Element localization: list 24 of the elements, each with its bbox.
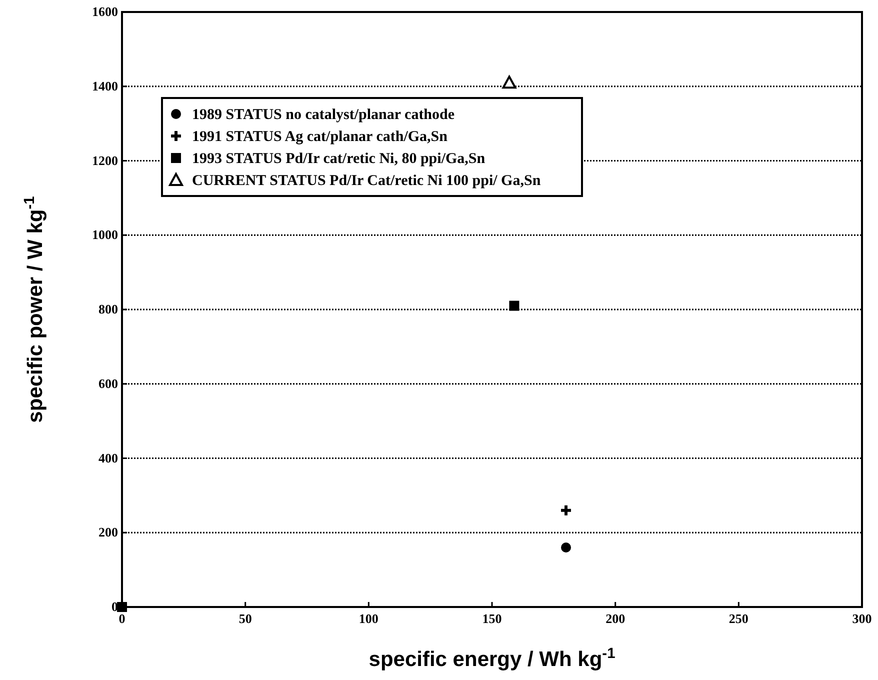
legend-label: 1993 STATUS Pd/Ir cat/retic Ni, 80 ppi/Ga,Sn bbox=[192, 151, 486, 167]
x-axis-title: specific energy / Wh kg$^{-1}$ bbox=[368, 646, 616, 671]
y-tick-label: 400 bbox=[98, 450, 118, 466]
legend-label: CURRENT STATUS Pd/Ir Cat/retic Ni 100 ppi/ Ga,Sn bbox=[192, 173, 542, 189]
x-tick-label: 150 bbox=[482, 611, 502, 626]
point bbox=[117, 602, 127, 612]
y-tick-label: 1400 bbox=[92, 78, 118, 94]
point bbox=[561, 542, 571, 552]
y-tick-label: 1600 bbox=[92, 4, 118, 19]
y-tick-label: 200 bbox=[98, 524, 118, 540]
x-tick-label: 100 bbox=[358, 611, 378, 626]
y-tick-label: 1000 bbox=[92, 227, 118, 242]
x-tick-label: 200 bbox=[606, 611, 626, 626]
y-tick-label: 800 bbox=[98, 302, 118, 316]
y-tick-label: 1200 bbox=[92, 152, 118, 168]
x-tick-label: 250 bbox=[728, 611, 748, 626]
point bbox=[509, 300, 520, 311]
y-tick-label: 600 bbox=[98, 376, 118, 391]
x-tick-label: 300 bbox=[852, 611, 872, 626]
legend-label: 1991 STATUS Ag cat/planar cath/Ga,Sn bbox=[192, 129, 448, 145]
point bbox=[560, 504, 572, 517]
x-tick-label: 50 bbox=[238, 611, 252, 626]
legend-label: 1989 STATUS no catalyst/planar cathode bbox=[192, 107, 455, 123]
point bbox=[502, 76, 516, 89]
